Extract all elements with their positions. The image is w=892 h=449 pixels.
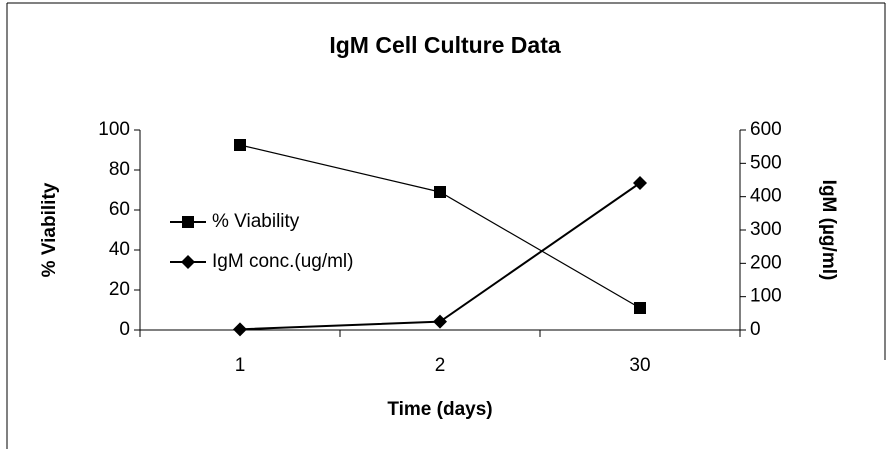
series-marker	[234, 139, 246, 151]
y-tick-label: 80	[109, 159, 130, 180]
y-axis-label: % Viability	[39, 182, 60, 277]
y2-tick-label: 0	[750, 319, 761, 340]
legend-marker	[182, 216, 194, 228]
series-marker	[233, 322, 247, 337]
x-tick-label: 2	[435, 355, 446, 376]
y-tick-label: 60	[109, 199, 130, 220]
y-tick-label: 100	[98, 119, 130, 140]
series-line	[239, 144, 641, 309]
x-axis-label: Time (days)	[387, 399, 492, 420]
series-marker	[434, 186, 446, 198]
y2-tick-label: 600	[750, 119, 782, 140]
x-tick-label: 1	[235, 355, 246, 376]
y-tick-label: 40	[109, 239, 130, 260]
x-tick-label: 30	[629, 355, 650, 376]
y2-tick-label: 400	[750, 186, 782, 207]
y2-axis-label: IgM (µg/ml)	[818, 180, 839, 281]
series-marker	[633, 176, 647, 190]
legend-label: % Viability	[212, 211, 300, 232]
y2-tick-label: 100	[750, 286, 782, 307]
series-marker	[634, 302, 646, 314]
y-tick-label: 0	[119, 319, 130, 340]
chart-title: IgM Cell Culture Data	[329, 32, 561, 58]
y2-tick-label: 500	[750, 152, 782, 173]
series-marker	[433, 314, 447, 329]
legend-label: IgM conc.(ug/ml)	[212, 251, 353, 272]
y-tick-label: 20	[109, 279, 130, 300]
legend-marker	[181, 255, 195, 269]
y2-tick-label: 200	[750, 252, 782, 273]
y2-tick-label: 300	[750, 219, 782, 240]
